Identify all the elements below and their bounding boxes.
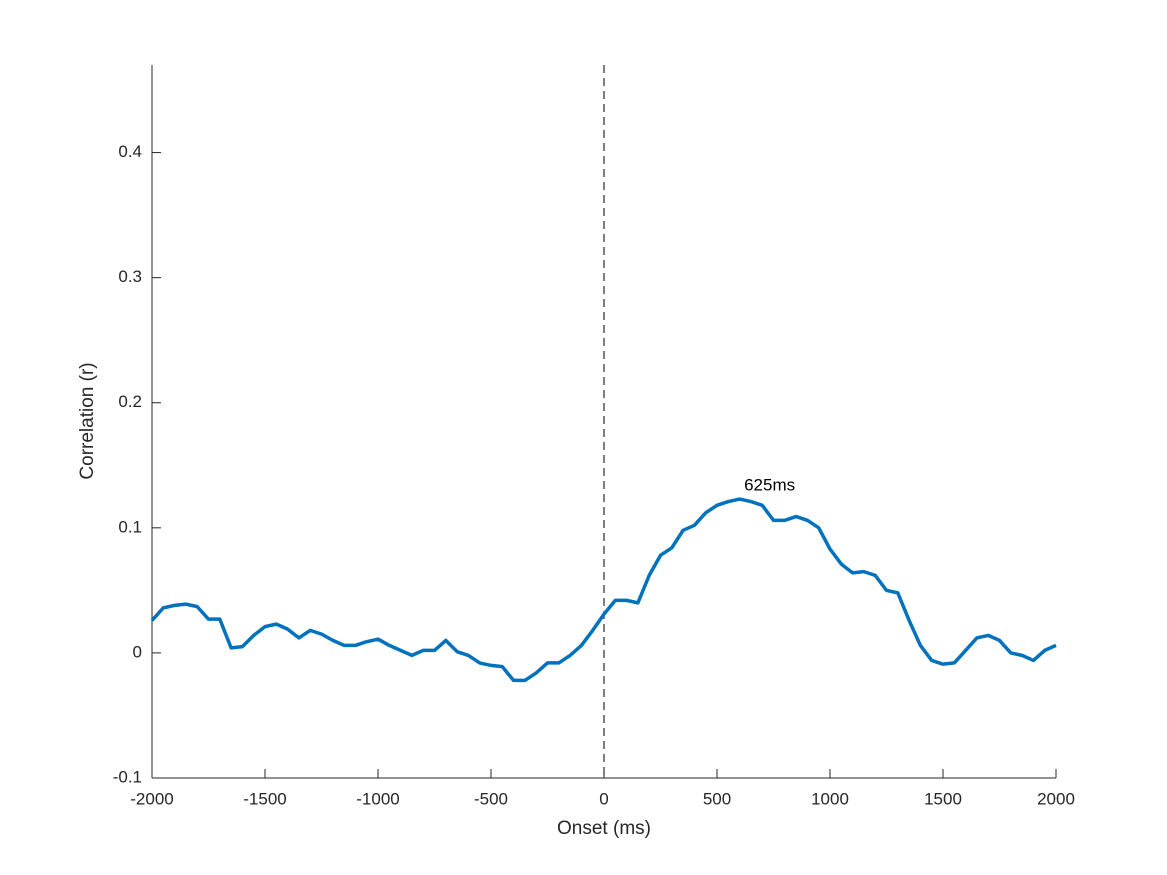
x-tick-label: 0 xyxy=(599,789,608,808)
x-axis-label: Onset (ms) xyxy=(557,818,651,839)
y-tick-label: 0.2 xyxy=(118,392,142,411)
series-line xyxy=(150,497,1057,683)
y-tick-label: -0.1 xyxy=(113,767,142,786)
x-tick-label: 1000 xyxy=(811,789,849,808)
peak-annotation: 625ms xyxy=(744,476,795,495)
x-tick-label: 2000 xyxy=(1037,789,1075,808)
y-tick-label: 0.4 xyxy=(118,142,142,161)
y-tick-label: 0 xyxy=(133,642,142,661)
x-tick-label: 500 xyxy=(703,789,731,808)
x-tick-label: 1500 xyxy=(924,789,962,808)
x-tick-label: -500 xyxy=(474,789,508,808)
x-tick-label: -1000 xyxy=(356,789,399,808)
x-tick-label: -1500 xyxy=(243,789,286,808)
y-tick-label: 0.1 xyxy=(118,517,142,536)
x-tick-label: -2000 xyxy=(130,789,173,808)
y-tick-label: 0.3 xyxy=(118,267,142,286)
y-axis-label: Correlation (r) xyxy=(77,362,98,479)
